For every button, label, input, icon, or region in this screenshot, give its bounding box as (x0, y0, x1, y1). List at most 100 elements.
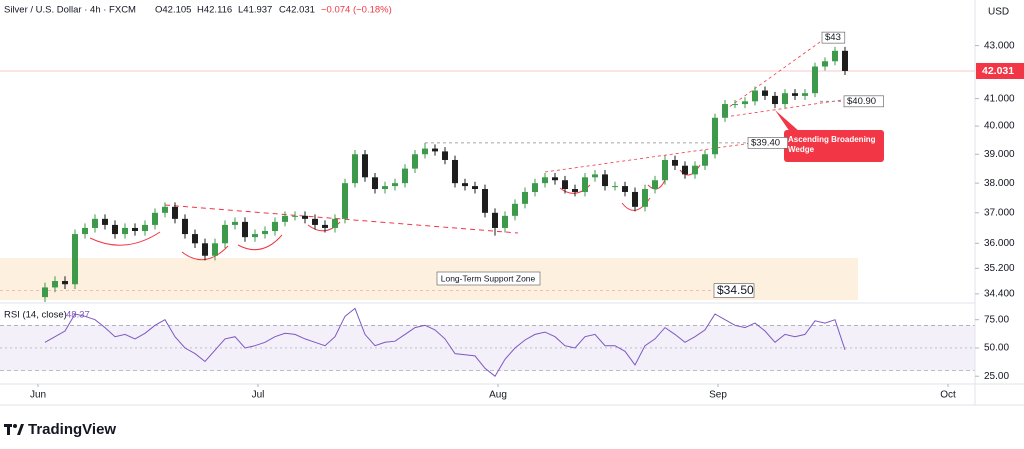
candle-body (112, 224, 118, 235)
change: −0.074 (−0.18%) (321, 5, 392, 16)
candle-body (492, 212, 498, 228)
last-price-label: 42.031 (982, 65, 1014, 77)
last-price-box (976, 62, 1024, 79)
candle-body (352, 154, 358, 184)
candle-body (82, 227, 88, 235)
y-tick-label: 35.200 (984, 263, 1015, 274)
logo (4, 424, 24, 435)
rsi-value: 48.37 (66, 310, 90, 321)
candle-body (282, 215, 288, 222)
candle-body (192, 234, 198, 244)
candle-body (402, 168, 408, 184)
candle-body (102, 218, 108, 225)
candle-body (322, 224, 328, 228)
candle-body (652, 180, 658, 190)
arc (679, 164, 701, 176)
candle-body (52, 281, 58, 288)
candle-body (732, 104, 738, 106)
y-tick-label: 37.000 (984, 207, 1015, 218)
rsi-title: RSI (14, close) (4, 310, 67, 321)
rsi-band (0, 325, 975, 371)
level-box (747, 137, 788, 149)
wedge-lower (724, 99, 843, 118)
arc (89, 231, 161, 246)
y-tick-label: 40.000 (984, 121, 1015, 132)
candle-body (812, 66, 818, 94)
candle-body (422, 148, 428, 155)
candle-body (412, 154, 418, 169)
arc (237, 234, 283, 251)
candle-body (332, 218, 338, 228)
level-label: $43 (825, 32, 841, 43)
x-tick-label: Oct (940, 390, 956, 401)
currency: USD (988, 7, 1009, 18)
brand: TradingView (28, 421, 116, 438)
y-tick-label: 75.00 (984, 314, 1009, 325)
wedge-upper (724, 41, 821, 111)
x-tick-label: Jul (252, 390, 265, 401)
y-tick-label: 34.400 (984, 289, 1015, 300)
candle-body (372, 177, 378, 190)
ohlc-low: L41.937 (238, 5, 272, 16)
candle-body (172, 206, 178, 219)
x-tick-label: Sep (709, 390, 727, 401)
candle-body (622, 186, 628, 192)
candle-body (682, 165, 688, 175)
y-tick-label: 50.00 (984, 343, 1009, 354)
candle-body (802, 93, 808, 96)
callout-text: Ascending Broadening Wedge (788, 135, 876, 154)
zone-label: Long-Term Support Zone (441, 273, 536, 283)
candle-body (462, 183, 468, 187)
candle-body (572, 189, 578, 192)
candle-body (792, 93, 798, 96)
candle-body (472, 186, 478, 190)
candle-body (302, 215, 308, 219)
level-label: $40.90 (847, 96, 876, 107)
candle-body (232, 221, 238, 225)
candle-body (662, 159, 668, 181)
ohlc-high: H42.116 (197, 5, 232, 16)
candle-body (162, 206, 168, 213)
candle-body (92, 218, 98, 228)
candle-body (532, 183, 538, 192)
candle-body (152, 212, 158, 225)
candle-body (772, 95, 778, 105)
candle-body (712, 117, 718, 155)
y-tick-label: 25.00 (984, 371, 1009, 382)
level-box (713, 283, 755, 298)
rsi-line (44, 307, 846, 377)
y-tick-label: 41.000 (984, 93, 1015, 104)
logo-part (17, 424, 24, 435)
candle-body (522, 191, 528, 204)
candle-body (242, 221, 248, 238)
candle-body (832, 50, 838, 62)
candle-body (612, 186, 618, 188)
logo-part (13, 424, 17, 428)
candle-body (692, 165, 698, 175)
candle-body (482, 189, 488, 213)
candle-body (252, 234, 258, 238)
callout-text-wrap: Ascending Broadening Wedge (788, 135, 876, 154)
candle-body (542, 177, 548, 184)
level-box (821, 31, 846, 44)
candle-body (752, 90, 758, 102)
level-label: $34.50 (717, 283, 754, 297)
candle-body (632, 191, 638, 207)
y-tick-label: 36.000 (984, 238, 1015, 249)
level-box (843, 95, 884, 108)
candle-body (512, 203, 518, 216)
candle-body (182, 218, 188, 235)
candle-body (202, 243, 208, 256)
candle-body (272, 221, 278, 232)
candle-body (212, 243, 218, 256)
callout-pointer (775, 110, 800, 132)
candle-body (742, 101, 748, 105)
candle-body (142, 224, 148, 232)
candle-body (702, 154, 708, 166)
candle-body (642, 189, 648, 207)
candle-body (842, 50, 848, 71)
candle-body (432, 148, 438, 152)
zone-label-box (436, 271, 541, 286)
